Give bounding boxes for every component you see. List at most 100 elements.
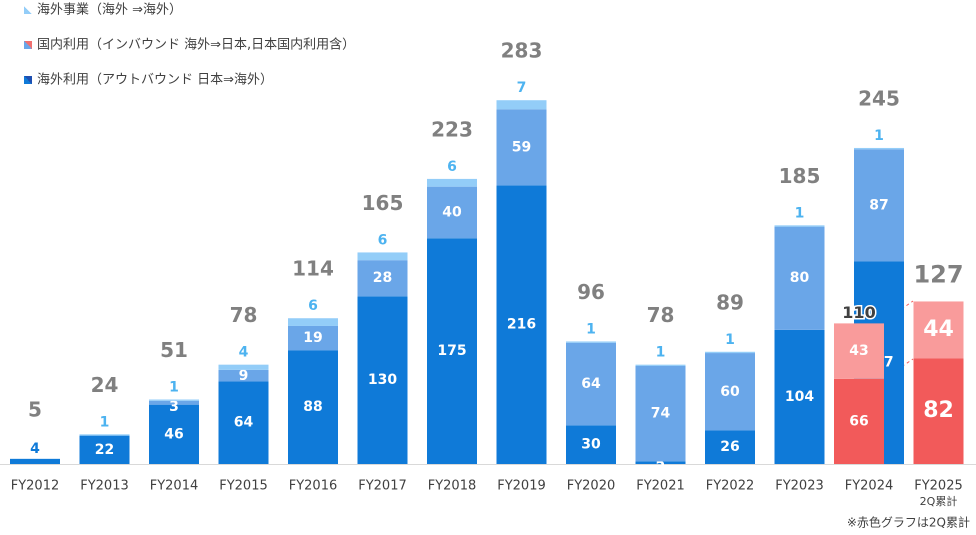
- value-label: 1: [656, 345, 666, 361]
- bar-segment: [496, 185, 547, 465]
- bar-segment: [496, 109, 547, 186]
- x-tick-note: 2Q累計: [920, 494, 958, 508]
- value-label: 3: [169, 399, 179, 415]
- bar-segment: [357, 252, 408, 261]
- value-label: 87: [869, 197, 888, 213]
- total-label: 78: [647, 303, 675, 327]
- total-label: 185: [779, 164, 821, 188]
- value-label: 40: [442, 204, 462, 220]
- bar-segment: [10, 458, 60, 464]
- value-label: 28: [373, 270, 392, 286]
- x-tick-label: FY2014: [150, 479, 199, 494]
- x-tick-label: FY2013: [80, 479, 129, 494]
- value-label: 60: [720, 384, 740, 400]
- x-tick-label: FY2017: [358, 479, 407, 494]
- value-label: 216: [507, 317, 536, 333]
- bar-segment: [496, 100, 547, 110]
- bar-segment: [774, 329, 825, 464]
- total-label-2q: 127: [913, 260, 963, 288]
- bar-segment: [774, 225, 825, 227]
- bar-segment: [705, 430, 755, 464]
- value-label: 80: [790, 270, 810, 286]
- total-label: 114: [292, 257, 334, 281]
- value-label: 6: [447, 159, 457, 175]
- value-label: 44: [923, 317, 954, 342]
- x-tick-label: FY2015: [219, 479, 268, 494]
- value-label: 82: [923, 398, 954, 423]
- total-label: 96: [577, 280, 605, 304]
- value-label: 130: [368, 372, 397, 388]
- value-label: 1: [795, 205, 805, 221]
- value-label: 4: [239, 345, 249, 361]
- bar-segment: [149, 400, 199, 405]
- value-label: 175: [437, 343, 466, 359]
- value-label: 43: [849, 343, 868, 359]
- legend-label: 海外事業（海外 ⇒海外）: [37, 2, 182, 18]
- bar-segment: [427, 238, 477, 464]
- bar-segment: [79, 434, 130, 436]
- value-label: 6: [308, 298, 318, 314]
- value-label: 7: [517, 80, 527, 96]
- total-label: 245: [858, 86, 900, 110]
- bar-segment: [566, 342, 616, 426]
- x-tick-label: FY2016: [289, 479, 338, 494]
- total-label: 5: [28, 397, 42, 421]
- bar-segment: [427, 186, 477, 239]
- value-label: 2: [656, 459, 666, 475]
- bar-segment: [149, 404, 199, 464]
- bar-segment-2q: [913, 301, 964, 359]
- total-label: 89: [716, 290, 744, 314]
- bar-segment: [635, 364, 686, 366]
- bar-segment: [427, 178, 477, 187]
- value-label: 88: [303, 399, 322, 415]
- legend-swatch: [24, 41, 32, 49]
- legend-swatch: [24, 76, 32, 84]
- bar-segment: [774, 226, 825, 330]
- value-label: 9: [239, 368, 249, 384]
- value-label: 64: [234, 415, 254, 431]
- value-label: 1: [100, 414, 110, 430]
- bar-segment-2q: [913, 358, 964, 464]
- value-label: 22: [95, 442, 114, 458]
- total-label: 78: [230, 303, 258, 327]
- total-label: 165: [362, 191, 404, 215]
- value-label: 74: [651, 406, 671, 422]
- x-tick-label: FY2012: [11, 479, 60, 494]
- value-label: 1: [725, 332, 735, 348]
- value-label: 66: [849, 413, 868, 429]
- bar-segment: [218, 364, 269, 370]
- value-label: 4: [30, 441, 40, 457]
- value-label: 19: [303, 330, 322, 346]
- total-label: 283: [501, 39, 543, 63]
- x-tick-label: FY2024: [845, 479, 894, 494]
- bar-segment: [288, 318, 338, 326]
- bar-segment: [635, 461, 686, 464]
- bar-segment: [854, 149, 904, 262]
- bar-segment: [288, 325, 338, 351]
- x-tick-label: FY2020: [567, 479, 616, 494]
- bar-segment: [218, 369, 269, 382]
- x-tick-label: FY2019: [497, 479, 546, 494]
- total-label: 51: [160, 338, 188, 362]
- legend-label: 国内利用（インバウンド 海外⇒日本,日本国内利用含）: [37, 37, 355, 53]
- value-label: 104: [785, 389, 814, 405]
- bar-segment: [357, 296, 408, 464]
- bar-segment: [705, 353, 755, 431]
- value-label: 30: [581, 437, 601, 453]
- value-label: 59: [512, 139, 531, 155]
- legend-label: 海外利用（アウトバウンド 日本⇒海外）: [37, 73, 273, 88]
- x-tick-label: FY2023: [775, 479, 824, 494]
- bar-segment-2q: [834, 378, 884, 464]
- x-tick-label: FY2022: [706, 479, 755, 494]
- bar-segment: [635, 365, 686, 462]
- bar-segment: [149, 399, 199, 401]
- x-tick-label: FY2018: [428, 479, 477, 494]
- total-label-2q: 110: [842, 303, 875, 322]
- total-label: 223: [431, 117, 473, 141]
- legend-swatch: [24, 6, 32, 14]
- bar-segment: [357, 260, 408, 297]
- value-label: 64: [581, 376, 601, 392]
- bar-segment-2q: [834, 323, 884, 379]
- value-label: 6: [378, 232, 388, 248]
